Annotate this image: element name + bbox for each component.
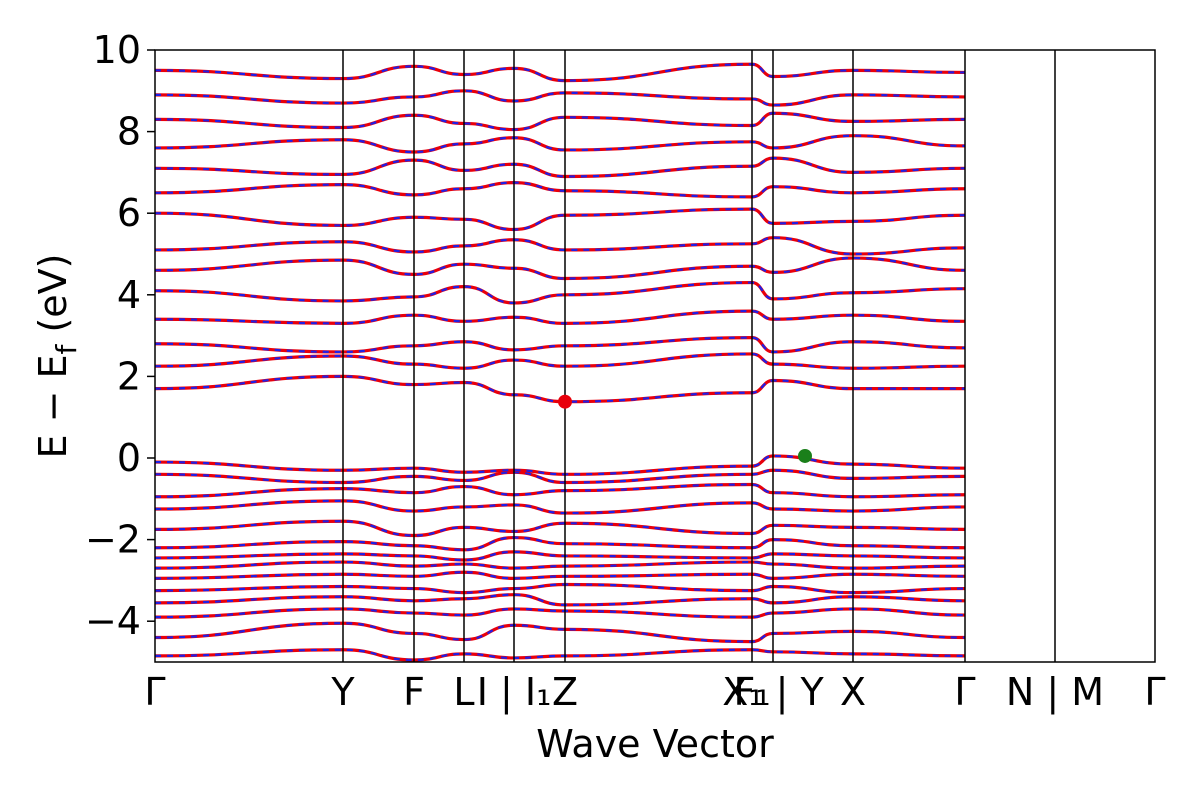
band-10-spin-down xyxy=(155,499,966,515)
vbm-marker xyxy=(798,448,812,463)
band-17-spin-down xyxy=(155,310,966,325)
band-20-spin-up xyxy=(155,236,966,256)
kpoint-label-1: Y xyxy=(330,670,355,714)
band-26-spin-down xyxy=(155,89,966,107)
band-21-spin-up xyxy=(155,207,966,232)
band-19-spin-down xyxy=(155,256,966,280)
band-25-spin-down xyxy=(155,112,966,131)
kpoint-lines xyxy=(342,50,1056,662)
y-axis-title-unit: (eV) xyxy=(31,254,75,345)
band-12-spin-down xyxy=(155,469,966,484)
kpoint-label-5: Z xyxy=(552,670,578,714)
band-23-spin-down xyxy=(155,157,966,178)
plot-frame xyxy=(154,49,1156,663)
band-20-spin-down xyxy=(155,236,966,256)
band-21-spin-down xyxy=(155,208,966,231)
band-3-spin-up xyxy=(155,593,966,607)
band-2-spin-down xyxy=(155,607,966,619)
band-9-spin-down xyxy=(155,520,966,537)
band-15-spin-down xyxy=(155,352,966,370)
y-tick-label-2: 0 xyxy=(117,436,141,480)
y-tick-label-4: 4 xyxy=(117,273,141,317)
band-22-spin-up xyxy=(155,180,966,199)
band-19-spin-up xyxy=(155,256,966,281)
band-27-spin-up xyxy=(155,62,966,83)
band-3-spin-down xyxy=(155,593,966,606)
band-0-spin-down xyxy=(155,648,966,662)
band-11-spin-up xyxy=(155,482,966,499)
extrema-markers xyxy=(558,394,812,463)
kpoint-label-8: X xyxy=(840,670,866,714)
kpoint-label-0: Γ xyxy=(144,670,165,714)
kpoint-label-4: I | I₁ xyxy=(477,670,552,715)
band-1-spin-down xyxy=(155,622,966,643)
kpoint-label-11: Γ xyxy=(1144,670,1165,714)
band-6-spin-down xyxy=(155,560,966,570)
y-tick-label-7: 10 xyxy=(93,28,141,72)
band-14-spin-down xyxy=(155,375,965,403)
cbm-marker xyxy=(558,394,572,409)
kpoint-label-2: F xyxy=(403,670,425,714)
y-tick-label-5: 6 xyxy=(117,191,141,235)
kpoint-label-9: Γ xyxy=(954,670,975,714)
band-7-spin-down xyxy=(155,550,966,562)
band-22-spin-down xyxy=(155,181,966,198)
band-5-spin-down xyxy=(155,571,966,580)
kpoint-label-3: L xyxy=(453,670,474,714)
y-axis-title-sub: f xyxy=(50,343,83,354)
band-16-spin-up xyxy=(155,336,966,354)
kpoint-label-10: N | M xyxy=(1006,670,1104,715)
band-4-spin-down xyxy=(155,583,966,594)
band-24-spin-down xyxy=(155,134,966,154)
y-axis-title: E − Ef (eV) xyxy=(31,254,83,459)
band-12-spin-up xyxy=(155,468,966,485)
kpoint-label-7: X₁ | Y xyxy=(722,670,824,715)
kpoint-label-6: F₁ xyxy=(733,670,770,714)
bands-layer xyxy=(155,62,966,662)
band-8-spin-down xyxy=(155,536,966,551)
y-tick-label-1: −2 xyxy=(85,518,141,562)
y-axis-title-main: E − E xyxy=(31,354,75,458)
band-18-spin-up xyxy=(155,280,966,305)
band-26-spin-up xyxy=(155,89,966,107)
band-27-spin-down xyxy=(155,63,966,82)
band-13-spin-up xyxy=(155,454,966,476)
band-18-spin-down xyxy=(155,281,966,305)
y-tick-label-0: −4 xyxy=(85,599,141,643)
y-tick-label-6: 8 xyxy=(117,110,141,154)
y-axis-ticks: −4 −2 0 2 4 6 8 10 xyxy=(85,28,155,643)
y-tick-label-3: 2 xyxy=(117,354,141,398)
band-15-spin-up xyxy=(155,352,966,370)
x-axis-title: Wave Vector xyxy=(536,722,774,766)
